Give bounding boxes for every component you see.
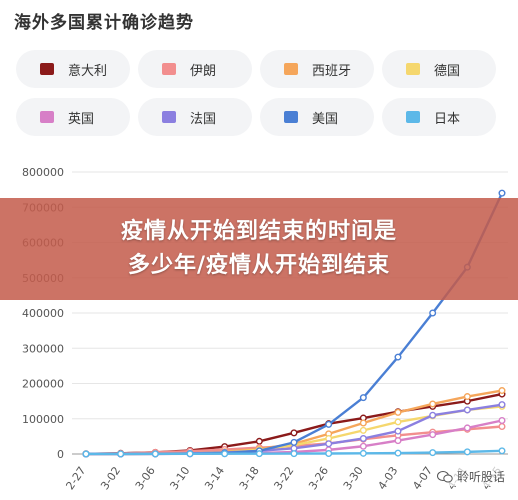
headline-line-2: 多少年/疫情从开始到结束 (127, 253, 391, 278)
data-point (151, 450, 159, 458)
data-point (82, 450, 90, 458)
data-point (290, 450, 298, 458)
legend-item[interactable]: 美国 (260, 98, 374, 136)
data-point (359, 426, 367, 434)
data-point (429, 309, 437, 317)
legend-swatch (406, 111, 420, 123)
legend-swatch (40, 63, 54, 75)
y-tick-label: 100000 (22, 413, 64, 426)
data-point (498, 417, 506, 425)
legend-label: 法国 (190, 111, 217, 127)
legend-swatch (40, 111, 54, 123)
legend-item[interactable]: 德国 (382, 50, 496, 88)
x-tick-label: 4-07 (410, 464, 435, 492)
legend-label: 英国 (68, 111, 95, 127)
legend-item[interactable]: 西班牙 (260, 50, 374, 88)
data-point (463, 448, 471, 456)
data-point (255, 450, 263, 458)
x-tick-label: 3-06 (133, 464, 158, 492)
legend-label: 美国 (312, 111, 339, 127)
legend-item[interactable]: 伊朗 (138, 50, 252, 88)
data-point (394, 418, 402, 426)
data-point (359, 434, 367, 442)
data-point (290, 429, 298, 437)
data-point (463, 424, 471, 432)
x-tick-label: 3-26 (306, 464, 331, 492)
data-point (359, 419, 367, 427)
data-point (463, 406, 471, 414)
data-point (290, 438, 298, 446)
data-point (498, 401, 506, 409)
data-point (255, 437, 263, 445)
y-tick-label: 300000 (22, 342, 64, 355)
legend-label: 伊朗 (190, 63, 217, 79)
watermark: 聆听股话 (433, 467, 508, 486)
data-point (359, 442, 367, 450)
legend-label: 意大利 (68, 63, 108, 79)
data-point (394, 408, 402, 416)
data-point (359, 449, 367, 457)
y-tick-label: 0 (57, 448, 64, 461)
data-point (498, 423, 506, 431)
y-tick-label: 200000 (22, 378, 64, 391)
legend-label: 德国 (434, 63, 461, 79)
legend-item[interactable]: 法国 (138, 98, 252, 136)
legend-swatch (284, 111, 298, 123)
data-point (394, 437, 402, 445)
data-point (463, 393, 471, 401)
headline-line-1: 疫情从开始到结束的时间是 (120, 219, 397, 244)
data-point (325, 440, 333, 448)
legend-swatch (162, 63, 176, 75)
data-point (429, 431, 437, 439)
data-point (221, 450, 229, 458)
legend-item[interactable]: 日本 (382, 98, 496, 136)
data-point (429, 400, 437, 408)
legend-swatch (284, 63, 298, 75)
legend-label: 西班牙 (312, 63, 352, 79)
legend-item[interactable]: 英国 (16, 98, 130, 136)
legend-label: 日本 (434, 111, 461, 127)
x-tick-label: 3-30 (341, 464, 366, 492)
x-tick-label: 3-02 (98, 464, 123, 492)
data-point (325, 420, 333, 428)
data-point (394, 353, 402, 361)
x-tick-label: 3-10 (167, 464, 192, 492)
chart-title: 海外多国累计确诊趋势 (14, 13, 194, 33)
headline-banner: 疫情从开始到结束的时间是 多少年/疫情从开始到结束 (0, 198, 518, 300)
x-tick-label: 2-27 (63, 464, 88, 492)
data-point (394, 427, 402, 435)
data-point (394, 449, 402, 457)
x-tick-label: 3-14 (202, 464, 227, 492)
data-point (429, 411, 437, 419)
y-tick-label: 400000 (22, 307, 64, 320)
plot-area: 0100000200000300000400000500000600000700… (22, 166, 508, 492)
x-tick-label: 3-22 (271, 464, 296, 492)
data-point (325, 450, 333, 458)
legend-swatch (162, 111, 176, 123)
legend-item[interactable]: 意大利 (16, 50, 130, 88)
y-tick-label: 800000 (22, 166, 64, 179)
wechat-icon (436, 470, 453, 482)
data-point (186, 450, 194, 458)
x-tick-label: 3-18 (237, 464, 262, 492)
data-point (498, 447, 506, 455)
legend-swatch (406, 63, 420, 75)
data-point (498, 387, 506, 395)
data-point (429, 449, 437, 457)
data-point (359, 394, 367, 402)
watermark-text: 聆听股话 (456, 470, 505, 484)
data-point (117, 450, 125, 458)
data-point (498, 189, 506, 197)
x-tick-label: 4-03 (375, 464, 400, 492)
